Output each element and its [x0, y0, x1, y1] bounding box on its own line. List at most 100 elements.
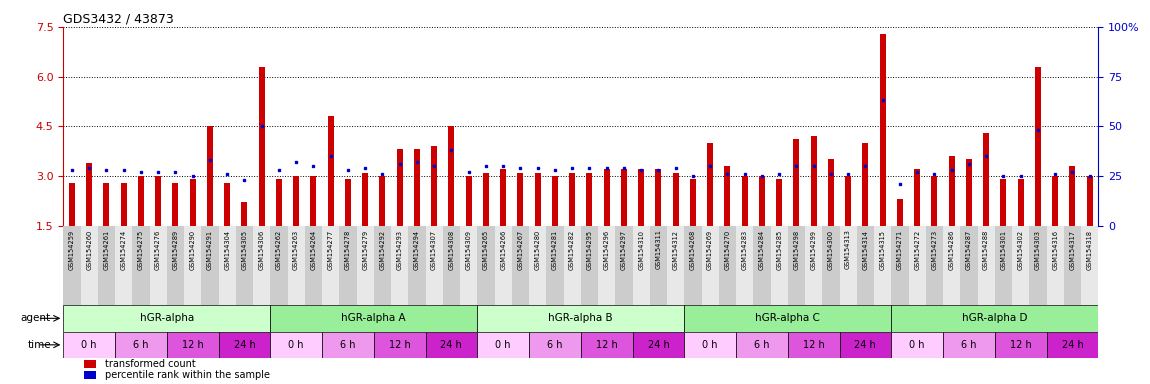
- Bar: [518, 173, 523, 225]
- Bar: [932, 176, 937, 225]
- Text: 12 h: 12 h: [182, 340, 204, 350]
- Bar: [535, 173, 540, 225]
- Text: hGR-alpha: hGR-alpha: [139, 313, 194, 323]
- Bar: [426, 225, 443, 305]
- Bar: [253, 225, 270, 305]
- Text: GSM154286: GSM154286: [949, 230, 954, 270]
- Bar: [586, 173, 592, 225]
- Bar: [98, 225, 115, 305]
- Bar: [115, 225, 132, 305]
- Bar: [512, 225, 529, 305]
- Text: GSM154278: GSM154278: [345, 230, 351, 270]
- Text: GSM154282: GSM154282: [569, 230, 575, 270]
- Bar: [443, 225, 460, 305]
- Text: GSM154268: GSM154268: [690, 230, 696, 270]
- Bar: [1000, 179, 1006, 225]
- Text: 12 h: 12 h: [1010, 340, 1032, 350]
- Bar: [926, 225, 943, 305]
- Bar: [880, 33, 886, 225]
- Text: GSM154311: GSM154311: [656, 230, 661, 270]
- Bar: [155, 176, 161, 225]
- Text: GSM154315: GSM154315: [880, 230, 886, 270]
- Text: GSM154303: GSM154303: [1035, 230, 1041, 270]
- Bar: [684, 305, 891, 331]
- Text: GSM154272: GSM154272: [914, 230, 920, 270]
- Text: 6 h: 6 h: [961, 340, 976, 350]
- Text: GSM154306: GSM154306: [259, 230, 264, 270]
- Bar: [1052, 176, 1058, 225]
- Bar: [707, 143, 713, 225]
- Text: GSM154307: GSM154307: [431, 230, 437, 270]
- Bar: [862, 143, 868, 225]
- Bar: [943, 331, 995, 358]
- Bar: [184, 225, 201, 305]
- Bar: [270, 331, 322, 358]
- Text: GSM154297: GSM154297: [621, 230, 627, 270]
- Bar: [621, 169, 627, 225]
- Bar: [236, 225, 253, 305]
- Bar: [167, 331, 218, 358]
- Bar: [811, 136, 816, 225]
- Bar: [638, 169, 644, 225]
- Text: GSM154270: GSM154270: [724, 230, 730, 270]
- Text: 0 h: 0 h: [289, 340, 304, 350]
- Text: GSM154264: GSM154264: [310, 230, 316, 270]
- Bar: [207, 126, 213, 225]
- Bar: [684, 331, 736, 358]
- Bar: [914, 169, 920, 225]
- Text: GSM154269: GSM154269: [707, 230, 713, 270]
- Bar: [1046, 331, 1098, 358]
- Text: GSM154285: GSM154285: [776, 230, 782, 270]
- Bar: [63, 331, 115, 358]
- Text: GSM154267: GSM154267: [518, 230, 523, 270]
- Bar: [1035, 67, 1041, 225]
- Bar: [840, 225, 857, 305]
- Text: GSM154259: GSM154259: [69, 230, 75, 270]
- Text: 24 h: 24 h: [1061, 340, 1083, 350]
- Text: 6 h: 6 h: [754, 340, 769, 350]
- Text: GSM154274: GSM154274: [121, 230, 126, 270]
- Bar: [172, 182, 178, 225]
- Bar: [793, 139, 799, 225]
- Bar: [742, 176, 748, 225]
- Bar: [776, 179, 782, 225]
- Bar: [960, 225, 978, 305]
- Text: GSM154273: GSM154273: [932, 230, 937, 270]
- Bar: [391, 225, 408, 305]
- Bar: [460, 225, 477, 305]
- Bar: [356, 225, 374, 305]
- Text: GSM154292: GSM154292: [380, 230, 385, 270]
- Bar: [891, 225, 908, 305]
- Text: 12 h: 12 h: [596, 340, 618, 350]
- Text: agent: agent: [21, 313, 51, 323]
- Text: 12 h: 12 h: [803, 340, 825, 350]
- Bar: [598, 225, 615, 305]
- Text: GSM154277: GSM154277: [328, 230, 334, 270]
- Bar: [840, 331, 891, 358]
- Bar: [943, 225, 960, 305]
- Bar: [828, 159, 834, 225]
- Text: GSM154308: GSM154308: [448, 230, 454, 270]
- Bar: [632, 331, 684, 358]
- Bar: [581, 331, 632, 358]
- Bar: [667, 225, 684, 305]
- Bar: [115, 331, 167, 358]
- Bar: [615, 225, 632, 305]
- Bar: [310, 176, 316, 225]
- Bar: [132, 225, 150, 305]
- Bar: [81, 225, 98, 305]
- Text: transformed count: transformed count: [105, 359, 196, 369]
- Bar: [322, 225, 339, 305]
- Text: GSM154314: GSM154314: [862, 230, 868, 270]
- Bar: [104, 182, 109, 225]
- Bar: [483, 173, 489, 225]
- Bar: [632, 225, 650, 305]
- Bar: [546, 225, 564, 305]
- Bar: [397, 149, 402, 225]
- Bar: [63, 305, 270, 331]
- Bar: [431, 146, 437, 225]
- Text: GSM154295: GSM154295: [586, 230, 592, 270]
- Bar: [477, 225, 494, 305]
- Text: GSM154293: GSM154293: [397, 230, 402, 270]
- Text: GSM154294: GSM154294: [414, 230, 420, 270]
